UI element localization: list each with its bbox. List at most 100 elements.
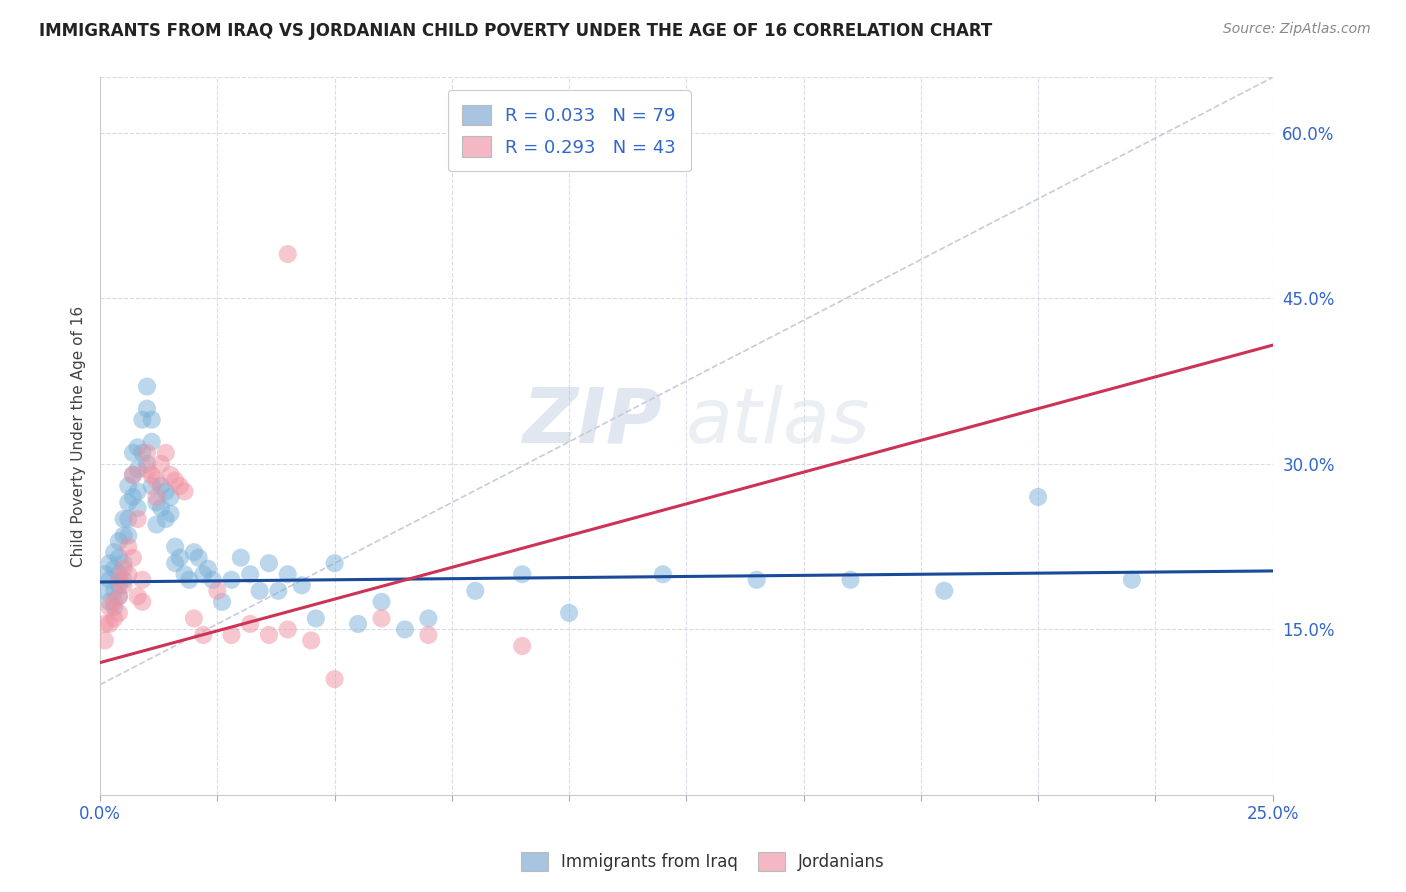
Point	[122, 467, 145, 482]
Point	[122, 490, 145, 504]
Point	[183, 545, 205, 559]
Point	[117, 479, 139, 493]
Point	[131, 413, 153, 427]
Point	[117, 567, 139, 582]
Point	[221, 573, 243, 587]
Point	[131, 573, 153, 587]
Point	[1121, 573, 1143, 587]
Point	[145, 517, 167, 532]
Point	[179, 573, 201, 587]
Point	[150, 479, 173, 493]
Point	[197, 562, 219, 576]
Text: IMMIGRANTS FROM IRAQ VS JORDANIAN CHILD POVERTY UNDER THE AGE OF 16 CORRELATION : IMMIGRANTS FROM IRAQ VS JORDANIAN CHILD …	[39, 22, 993, 40]
Point	[305, 611, 328, 625]
Point	[173, 484, 195, 499]
Point	[127, 484, 149, 499]
Point	[839, 573, 862, 587]
Point	[127, 501, 149, 516]
Point	[112, 528, 135, 542]
Point	[112, 562, 135, 576]
Point	[165, 474, 187, 488]
Point	[122, 550, 145, 565]
Point	[145, 474, 167, 488]
Point	[229, 550, 252, 565]
Point	[145, 490, 167, 504]
Legend: R = 0.033   N = 79, R = 0.293   N = 43: R = 0.033 N = 79, R = 0.293 N = 43	[447, 90, 690, 171]
Point	[141, 479, 163, 493]
Point	[207, 583, 229, 598]
Point	[183, 611, 205, 625]
Point	[464, 583, 486, 598]
Point	[277, 567, 299, 582]
Point	[103, 600, 125, 615]
Point	[122, 446, 145, 460]
Point	[117, 512, 139, 526]
Point	[108, 534, 131, 549]
Point	[98, 616, 121, 631]
Point	[145, 495, 167, 509]
Point	[112, 573, 135, 587]
Point	[651, 567, 673, 582]
Point	[418, 611, 440, 625]
Point	[1026, 490, 1049, 504]
Point	[94, 567, 117, 582]
Point	[394, 623, 416, 637]
Point	[510, 567, 533, 582]
Point	[193, 628, 215, 642]
Point	[127, 462, 149, 476]
Point	[122, 467, 145, 482]
Point	[193, 567, 215, 582]
Point	[159, 467, 181, 482]
Point	[347, 616, 370, 631]
Point	[150, 501, 173, 516]
Point	[249, 583, 271, 598]
Point	[159, 507, 181, 521]
Point	[141, 434, 163, 449]
Point	[98, 595, 121, 609]
Point	[239, 616, 262, 631]
Point	[291, 578, 314, 592]
Point	[418, 628, 440, 642]
Point	[127, 590, 149, 604]
Point	[94, 583, 117, 598]
Point	[98, 556, 121, 570]
Point	[558, 606, 581, 620]
Point	[211, 595, 233, 609]
Point	[299, 633, 322, 648]
Point	[187, 550, 209, 565]
Point	[267, 583, 290, 598]
Point	[136, 457, 159, 471]
Point	[510, 639, 533, 653]
Point	[108, 567, 131, 582]
Point	[108, 578, 131, 592]
Point	[257, 556, 280, 570]
Point	[103, 562, 125, 576]
Point	[94, 616, 117, 631]
Point	[165, 556, 187, 570]
Legend: Immigrants from Iraq, Jordanians: Immigrants from Iraq, Jordanians	[513, 843, 893, 880]
Point	[141, 467, 163, 482]
Point	[108, 590, 131, 604]
Point	[370, 611, 392, 625]
Point	[127, 512, 149, 526]
Point	[745, 573, 768, 587]
Point	[141, 413, 163, 427]
Point	[117, 495, 139, 509]
Point	[221, 628, 243, 642]
Text: ZIP: ZIP	[523, 385, 662, 458]
Point	[136, 446, 159, 460]
Point	[112, 578, 135, 592]
Point	[108, 550, 131, 565]
Point	[155, 512, 177, 526]
Point	[103, 611, 125, 625]
Y-axis label: Child Poverty Under the Age of 16: Child Poverty Under the Age of 16	[72, 306, 86, 566]
Point	[108, 590, 131, 604]
Point	[370, 595, 392, 609]
Text: atlas: atlas	[686, 385, 870, 458]
Point	[934, 583, 956, 598]
Point	[103, 583, 125, 598]
Point	[169, 550, 191, 565]
Point	[136, 401, 159, 416]
Point	[98, 573, 121, 587]
Point	[239, 567, 262, 582]
